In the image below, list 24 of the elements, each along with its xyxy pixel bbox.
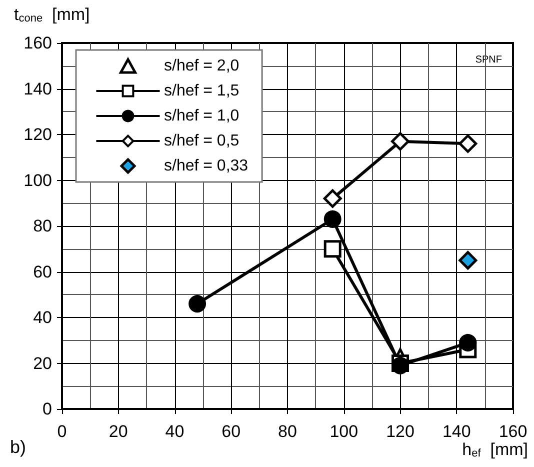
x-tick-label: 140 <box>442 422 471 441</box>
y-tick-label: 140 <box>24 79 52 98</box>
x-tick-label: 120 <box>386 422 414 441</box>
y-tick-label: 20 <box>33 354 52 373</box>
y-tick-label: 160 <box>24 34 52 52</box>
x-tick-label: 80 <box>278 422 297 441</box>
y-tick-label: 80 <box>33 216 52 236</box>
legend-label: s/hef = 0,5 <box>164 132 240 150</box>
x-tick-label: 60 <box>222 422 241 441</box>
y-tick-label: 0 <box>42 400 52 418</box>
x-tick-label: 40 <box>165 422 184 441</box>
text: b) <box>10 437 26 457</box>
x-tick-label: 160 <box>498 422 528 441</box>
legend-label: s/hef = 1,0 <box>164 108 240 124</box>
x-tick-label: 20 <box>108 422 128 441</box>
y-tick-label: 120 <box>24 125 52 144</box>
legend-label: s/hef = 2,0 <box>164 58 240 74</box>
legend-label: s/hef = 1,5 <box>164 82 240 100</box>
y-tick-label: 40 <box>33 308 52 327</box>
x-tick-label: 100 <box>330 422 358 441</box>
y-tick-label: 60 <box>33 262 52 282</box>
y-tick-label: 100 <box>24 170 52 190</box>
x-tick-label: 0 <box>57 422 67 441</box>
legend-label: s/hef = 0,33 <box>164 158 248 174</box>
